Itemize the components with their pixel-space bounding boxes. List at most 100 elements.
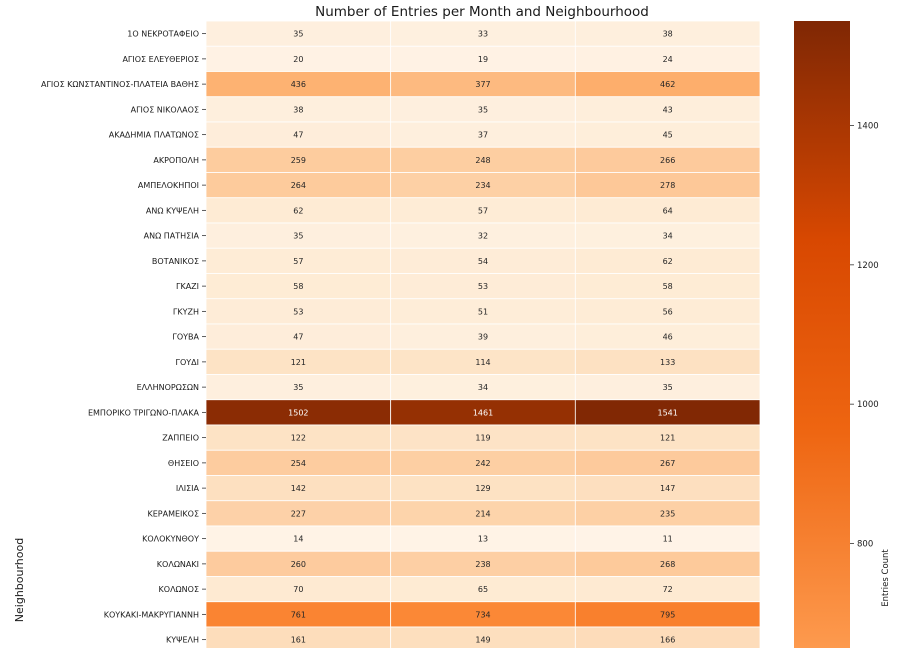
cell-value-label: 734 <box>475 610 490 619</box>
colorbar <box>794 21 850 648</box>
heatmap-cell <box>205 273 392 300</box>
row-label: ΚΥΨΕΛΗ <box>166 636 199 645</box>
heatmap-cell <box>390 500 576 527</box>
cell-value-label: 462 <box>660 80 675 89</box>
heatmap-cell <box>205 576 392 603</box>
row-label: ΑΝΩ ΚΥΨΕΛΗ <box>146 206 199 215</box>
row-label: ΚΟΥΚΑΚΙ-ΜΑΚΡΥΓΙΑΝΝΗ <box>104 610 199 619</box>
cell-value-label: 149 <box>475 636 490 645</box>
cell-value-label: 54 <box>478 257 488 266</box>
cell-value-label: 260 <box>291 560 306 569</box>
heatmap-cell <box>205 197 392 224</box>
row-label: ΕΛΛΗΝΟΡΩΣΩΝ <box>137 383 199 392</box>
row-label: ΚΟΛΟΚΥΝΘΟΥ <box>142 535 199 544</box>
heatmap-cell <box>574 374 761 401</box>
heatmap-cell <box>574 146 761 173</box>
row-label: ΕΜΠΟΡΙΚΟ ΤΡΙΓΩΝΟ-ΠΛΑΚΑ <box>88 408 200 417</box>
cell-value-label: 147 <box>660 484 675 493</box>
cell-value-label: 266 <box>660 156 675 165</box>
heatmap-cell <box>205 20 392 47</box>
cell-value-label: 1502 <box>288 408 308 417</box>
heatmap-cell <box>574 20 761 47</box>
heatmap-cell <box>205 247 392 274</box>
cell-value-label: 20 <box>293 55 303 64</box>
y-axis-label: Neighbourhood <box>13 538 26 622</box>
heatmap-cell <box>205 96 392 123</box>
heatmap-cell <box>574 399 761 426</box>
cell-value-label: 58 <box>663 282 673 291</box>
heatmap-cell <box>574 298 761 325</box>
heatmap-cell <box>205 424 392 451</box>
heatmap-cell <box>390 71 576 98</box>
cell-value-label: 436 <box>291 80 306 89</box>
cell-value-label: 53 <box>478 282 488 291</box>
colorbar-tick-label: 1400 <box>857 122 879 132</box>
cell-value-label: 227 <box>291 509 306 518</box>
heatmap-cell <box>205 550 392 577</box>
heatmap-cell <box>574 197 761 224</box>
row-label: ΒΟΤΑΝΙΚΟΣ <box>152 257 199 266</box>
heatmap-cell <box>574 45 761 72</box>
row-label: ΑΓΙΟΣ ΕΛΕΥΘΕΡΙΟΣ <box>122 55 199 64</box>
cell-value-label: 122 <box>291 434 306 443</box>
heatmap-cell <box>574 449 761 476</box>
cell-value-label: 235 <box>660 509 675 518</box>
cell-value-label: 166 <box>660 636 675 645</box>
row-label: ΑΝΩ ΠΑΤΗΣΙΑ <box>144 232 200 241</box>
cell-value-label: 56 <box>663 307 673 316</box>
cell-value-label: 248 <box>475 156 490 165</box>
cell-value-label: 65 <box>478 585 488 594</box>
cell-value-label: 161 <box>291 636 306 645</box>
cell-value-label: 13 <box>478 535 488 544</box>
cell-value-label: 62 <box>293 206 303 215</box>
heatmap-cell <box>205 399 392 426</box>
cell-value-label: 234 <box>475 181 490 190</box>
cell-value-label: 24 <box>663 55 673 64</box>
cell-value-label: 119 <box>475 434 490 443</box>
heatmap-cell <box>390 20 576 47</box>
colorbar-tick-label: 1200 <box>857 261 879 271</box>
row-label: ΘΗΣΕΙΟ <box>168 459 199 468</box>
cell-value-label: 267 <box>660 459 675 468</box>
cell-value-label: 34 <box>478 383 488 392</box>
heatmap-cell <box>205 222 392 249</box>
heatmap-cell <box>574 626 761 648</box>
cell-value-label: 35 <box>478 105 488 114</box>
heatmap-cell <box>390 424 576 451</box>
cell-value-label: 47 <box>293 131 303 140</box>
heatmap-cells <box>205 20 761 648</box>
row-label: ΚΟΛΩΝΟΣ <box>159 585 199 594</box>
cell-value-label: 377 <box>475 80 490 89</box>
cell-value-label: 35 <box>293 383 303 392</box>
cell-value-label: 254 <box>291 459 306 468</box>
cell-value-label: 32 <box>478 232 488 241</box>
cell-value-label: 57 <box>478 206 488 215</box>
heatmap-cell <box>390 475 576 502</box>
heatmap-cell <box>574 273 761 300</box>
cell-value-label: 37 <box>478 131 488 140</box>
cell-value-label: 72 <box>663 585 673 594</box>
cell-value-label: 14 <box>293 535 303 544</box>
heatmap-cell <box>574 247 761 274</box>
cell-value-label: 33 <box>478 30 488 39</box>
heatmap-cell <box>205 348 392 375</box>
heatmap-cell <box>574 576 761 603</box>
colorbar-label: Entries Count <box>881 549 891 607</box>
chart-title: Number of Entries per Month and Neighbou… <box>315 4 649 20</box>
cell-value-label: 11 <box>663 535 673 544</box>
heatmap-cell <box>390 197 576 224</box>
cell-value-label: 1461 <box>473 408 493 417</box>
cell-value-label: 133 <box>660 358 675 367</box>
cell-value-label: 142 <box>291 484 306 493</box>
cell-value-label: 238 <box>475 560 490 569</box>
heatmap-cell <box>205 475 392 502</box>
heatmap-cell <box>574 323 761 350</box>
cell-value-label: 38 <box>663 30 673 39</box>
heatmap-cell <box>574 601 761 628</box>
cell-value-label: 58 <box>293 282 303 291</box>
cell-value-label: 39 <box>478 333 488 342</box>
cell-value-label: 38 <box>293 105 303 114</box>
heatmap-cell <box>205 601 392 628</box>
cell-value-label: 268 <box>660 560 675 569</box>
cell-value-label: 62 <box>663 257 673 266</box>
